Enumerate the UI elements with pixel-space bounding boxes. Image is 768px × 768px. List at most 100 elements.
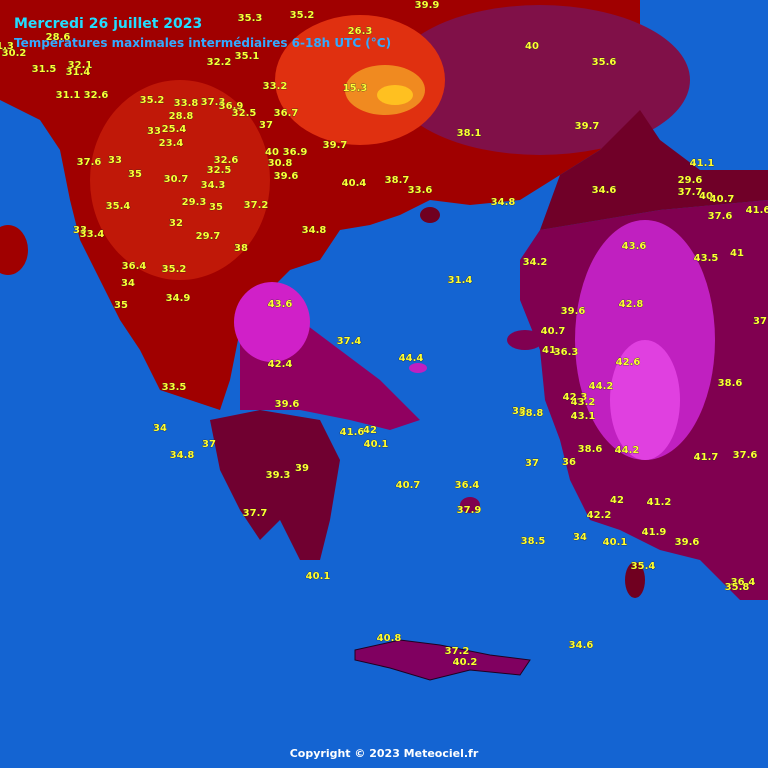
station-temp: 40.1 — [603, 537, 628, 548]
bulgaria-zone — [390, 5, 690, 155]
island — [625, 562, 645, 598]
station-temp: 39 — [295, 463, 309, 474]
station-temp: 42.2 — [587, 510, 612, 521]
station-temp: 31.1 — [56, 90, 81, 101]
station-temp: 39.6 — [561, 306, 586, 317]
station-temp: 36.4 — [122, 261, 147, 272]
station-temp: 34.6 — [592, 185, 617, 196]
station-temp: 43.6 — [622, 241, 647, 252]
station-temp: 33 — [147, 126, 161, 137]
hot-core — [377, 85, 413, 105]
station-temp: 1.3 — [0, 41, 14, 52]
station-temp: 35.2 — [162, 264, 187, 275]
station-temp: 37.6 — [77, 157, 102, 168]
station-temp: 26.3 — [348, 26, 373, 37]
station-temp: 25.4 — [162, 124, 187, 135]
station-temp: 37 — [753, 316, 767, 327]
station-temp: 38.1 — [457, 128, 482, 139]
island — [0, 225, 28, 275]
station-temp: 42 — [610, 495, 624, 506]
station-temp: 36.9 — [219, 101, 244, 112]
station-temp: 42.6 — [616, 357, 641, 368]
station-temp: 44.4 — [399, 353, 424, 364]
station-temp: 34.8 — [302, 225, 327, 236]
station-temp: 40.1 — [364, 439, 389, 450]
stations: 35.3 35.2 39.9 26.3 40 28.6 30.21.3 32.235.1 35.… — [0, 0, 768, 668]
station-temp: 43.6 — [268, 299, 293, 310]
station-temp: 37 — [202, 439, 216, 450]
station-temp: 29.3 — [182, 197, 207, 208]
station-temp: 40.7 — [541, 326, 566, 337]
station-temp: 32.6 — [84, 90, 109, 101]
station-temp: 31.4 — [448, 275, 473, 286]
station-temp: 39.9 — [415, 0, 440, 11]
station-temp: 33.5 — [162, 382, 187, 393]
station-temp: 34 — [121, 278, 135, 289]
station-temp: 23.4 — [159, 138, 184, 149]
island — [460, 497, 480, 513]
station-temp: 37.9 — [457, 505, 482, 516]
station-temp: 40.8 — [377, 633, 402, 644]
station-temp: 38.8 — [519, 408, 544, 419]
map-title: Mercredi 26 juillet 2023 — [14, 16, 202, 32]
station-temp: 37.2 — [244, 200, 269, 211]
station-temp: 33.4 — [80, 229, 105, 240]
station-temp: 39.6 — [675, 537, 700, 548]
station-temp: 29.7 — [196, 231, 221, 242]
station-temp: 40.7 — [710, 194, 735, 205]
station-temp: 40 — [265, 147, 279, 158]
station-temp: 37.2 — [445, 646, 470, 657]
station-temp: 40 — [525, 41, 539, 52]
station-temp: 41.2 — [647, 497, 672, 508]
station-temp: 36.4 — [455, 480, 480, 491]
map-subtitle: Températures maximales intermédiaires 6-… — [14, 36, 391, 50]
station-temp: 42.3 — [563, 392, 588, 403]
station-temp: 32.5 — [207, 165, 232, 176]
station-temp: 35 — [128, 169, 142, 180]
copyright: Copyright © 2023 Meteociel.fr — [290, 747, 479, 760]
station-temp: 39.7 — [323, 140, 348, 151]
station-temp: 34.2 — [523, 257, 548, 268]
station-temp: 30.2 — [2, 48, 27, 59]
station-temp: 35.2 — [290, 10, 315, 21]
station-temp: 39.6 — [275, 399, 300, 410]
station-temp: 31.4 — [66, 67, 91, 78]
station-temp: 40.1 — [306, 571, 331, 582]
crete — [354, 639, 531, 681]
station-temp: 40.4 — [342, 178, 367, 189]
station-temp: 37.4 — [337, 336, 362, 347]
station-temp: 42.4 — [268, 359, 293, 370]
station-temp: 38 — [512, 406, 526, 417]
station-temp: 28.8 — [169, 111, 194, 122]
station-temp: 36 — [562, 457, 576, 468]
station-temp: 43.2 — [571, 397, 596, 408]
station-temp: 36.7 — [274, 108, 299, 119]
station-temp: 43.5 — [694, 253, 719, 264]
station-temp: 37 — [525, 458, 539, 469]
station-temp: 33 — [73, 225, 87, 236]
turkey-north — [540, 110, 768, 230]
station-temp: 39.3 — [266, 470, 291, 481]
station-temp: 33.2 — [263, 81, 288, 92]
island — [409, 363, 427, 373]
station-temp: 44.2 — [589, 381, 614, 392]
station-temp: 44.2 — [615, 445, 640, 456]
station-temp: 35 — [209, 202, 223, 213]
warm-zone — [90, 80, 270, 280]
station-temp: 36.9 — [283, 147, 308, 158]
station-temp: 43.1 — [571, 411, 596, 422]
station-temp: 35.8 — [725, 582, 750, 593]
station-temp: 39.6 — [274, 171, 299, 182]
station-temp: 35.3 — [238, 13, 263, 24]
station-temp: 32.2 — [207, 57, 232, 68]
station-temp: 30.8 — [268, 158, 293, 169]
station-temp: 37.7 — [678, 187, 703, 198]
station-temp: 33.6 — [408, 185, 433, 196]
station-temp: 41.7 — [694, 452, 719, 463]
station-temp: 34.8 — [170, 450, 195, 461]
station-temp: 37.7 — [243, 508, 268, 519]
station-temp: 41.6 — [340, 427, 365, 438]
station-temp: 35.2 — [140, 95, 165, 106]
station-temp: 35.4 — [631, 561, 656, 572]
